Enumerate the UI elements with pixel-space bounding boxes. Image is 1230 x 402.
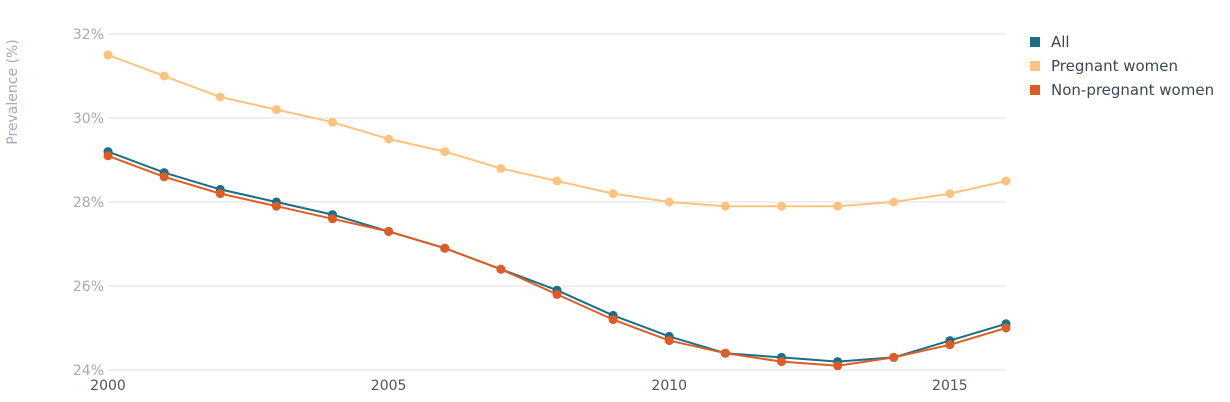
legend-swatch <box>1030 37 1040 47</box>
legend[interactable]: All Pregnant women Non-pregnant women <box>1030 33 1214 99</box>
data-point[interactable] <box>777 357 786 367</box>
data-point[interactable] <box>496 264 506 274</box>
data-point[interactable] <box>945 340 955 350</box>
y-tick-label: 30% <box>73 111 104 127</box>
data-point[interactable] <box>608 189 618 199</box>
data-point[interactable] <box>103 50 113 60</box>
data-point[interactable] <box>440 243 450 253</box>
data-point[interactable] <box>271 105 281 115</box>
data-point[interactable] <box>889 352 899 362</box>
data-point[interactable] <box>833 361 843 371</box>
y-tick-label: 24% <box>73 363 104 379</box>
x-tick-label: 2010 <box>651 378 687 394</box>
y-tick-label: 32% <box>73 27 104 43</box>
data-point[interactable] <box>1001 323 1011 333</box>
data-point[interactable] <box>384 134 394 144</box>
x-tick-label: 2005 <box>371 378 407 394</box>
legend-swatch <box>1030 61 1040 71</box>
legend-label: All <box>1051 33 1070 51</box>
data-point[interactable] <box>328 117 337 127</box>
legend-item[interactable]: Non-pregnant women <box>1030 81 1214 99</box>
data-point[interactable] <box>552 176 562 186</box>
data-point[interactable] <box>271 201 281 211</box>
data-point[interactable] <box>945 189 955 199</box>
data-point[interactable] <box>720 348 730 358</box>
data-point[interactable] <box>103 151 113 161</box>
data-point[interactable] <box>496 163 506 173</box>
y-axis-label: Prevalence (%) <box>5 39 21 145</box>
legend-item[interactable]: All <box>1030 33 1070 51</box>
data-point[interactable] <box>664 336 674 346</box>
data-point[interactable] <box>608 315 618 325</box>
legend-label: Pregnant women <box>1051 57 1178 75</box>
series <box>103 50 1011 371</box>
data-point[interactable] <box>159 172 169 182</box>
legend-item[interactable]: Pregnant women <box>1030 57 1178 75</box>
data-point[interactable] <box>159 71 169 81</box>
legend-label: Non-pregnant women <box>1051 81 1214 99</box>
data-point[interactable] <box>720 201 730 211</box>
y-tick-label: 28% <box>73 195 104 211</box>
series-pregnant-women <box>103 50 1011 211</box>
data-point[interactable] <box>384 226 394 236</box>
data-point[interactable] <box>328 214 337 224</box>
data-point[interactable] <box>1001 176 1011 186</box>
x-tick-label: 2015 <box>932 378 968 394</box>
series-non-pregnant-women <box>103 151 1011 371</box>
data-point[interactable] <box>552 289 562 299</box>
x-axis-ticks: 2000 2005 2010 2015 <box>90 378 968 394</box>
data-point[interactable] <box>215 189 225 199</box>
series-line <box>107 154 1007 367</box>
x-tick-label: 2000 <box>90 378 126 394</box>
data-point[interactable] <box>833 201 843 211</box>
y-tick-label: 26% <box>73 279 104 295</box>
data-point[interactable] <box>215 92 225 102</box>
grid <box>108 33 1006 371</box>
data-point[interactable] <box>777 201 786 211</box>
y-axis-ticks: 24% 26% 28% 30% 32% <box>73 27 104 379</box>
data-point[interactable] <box>889 197 899 207</box>
legend-swatch <box>1030 85 1040 95</box>
data-point[interactable] <box>440 147 450 157</box>
data-point[interactable] <box>664 197 674 207</box>
